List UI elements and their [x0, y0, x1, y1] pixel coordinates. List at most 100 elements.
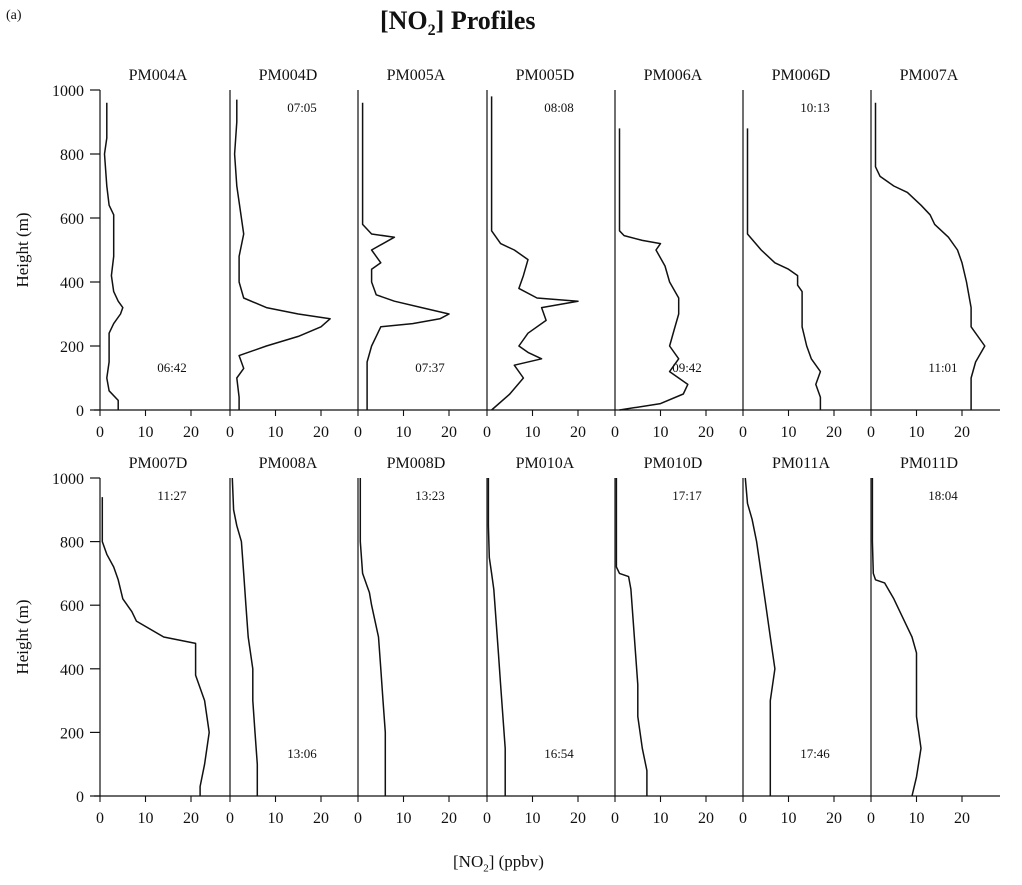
- panel-title: PM010A: [516, 455, 575, 472]
- y-tick-label: 400: [60, 275, 84, 292]
- y-tick-label: 1000: [52, 83, 84, 100]
- x-tick-label: 0: [483, 810, 491, 827]
- x-tick-label: 0: [739, 424, 747, 441]
- y-tick-label: 600: [60, 598, 84, 615]
- panel-time: 08:08: [544, 100, 574, 115]
- panel-title: PM008A: [259, 455, 318, 472]
- chart-title-subscript: 2: [427, 22, 436, 40]
- x-tick-label: 20: [441, 424, 457, 441]
- x-axis-title-prefix: [NO: [453, 852, 484, 871]
- panel-time: 11:01: [928, 360, 957, 375]
- y-tick-label: 1000: [52, 471, 84, 488]
- profile-line: [871, 478, 922, 797]
- panel-title: PM005A: [387, 67, 446, 84]
- x-tick-label: 20: [441, 810, 457, 827]
- x-tick-label: 0: [354, 424, 362, 441]
- x-tick-label: 10: [525, 424, 541, 441]
- profile-line: [359, 478, 387, 796]
- profile-line: [487, 478, 506, 796]
- profile-line: [233, 99, 331, 410]
- panel-time: 17:46: [800, 746, 830, 761]
- panel-time: 18:04: [928, 488, 958, 503]
- profile-line: [231, 477, 259, 796]
- x-axis-title: [NO2] (ppbv): [453, 852, 544, 874]
- x-axis-title-suffix: ] (ppbv): [488, 852, 544, 871]
- panel-title: PM004D: [259, 67, 318, 84]
- panel-time: 07:37: [415, 360, 445, 375]
- x-tick-label: 20: [698, 810, 714, 827]
- x-tick-label: 10: [653, 424, 669, 441]
- x-tick-label: 0: [611, 424, 619, 441]
- x-tick-label: 20: [570, 424, 586, 441]
- x-tick-label: 0: [354, 810, 362, 827]
- panel-title: PM005D: [516, 67, 575, 84]
- chart-title: [NO2] Profiles: [380, 6, 536, 40]
- profile-line: [618, 128, 689, 411]
- panel-time: 13:06: [287, 746, 317, 761]
- panel-title: PM006D: [772, 67, 831, 84]
- x-tick-label: 20: [570, 810, 586, 827]
- profile-line: [874, 102, 986, 410]
- chart-title-prefix: [NO: [380, 6, 428, 35]
- panel-time: 09:42: [672, 360, 702, 375]
- profile-line: [615, 478, 648, 796]
- x-tick-label: 0: [867, 810, 875, 827]
- panel-title: PM007A: [900, 67, 959, 84]
- panel-label: (a): [6, 8, 22, 23]
- profile-line: [746, 128, 822, 410]
- x-tick-label: 20: [313, 424, 329, 441]
- profile-line: [744, 477, 776, 796]
- panel-time: 11:27: [157, 488, 187, 503]
- x-tick-label: 10: [138, 810, 154, 827]
- x-tick-label: 0: [226, 424, 234, 441]
- x-tick-label: 0: [611, 810, 619, 827]
- x-tick-label: 20: [698, 424, 714, 441]
- panel-time: 13:23: [415, 488, 445, 503]
- profile-line: [361, 102, 450, 410]
- x-tick-label: 10: [396, 424, 412, 441]
- x-tick-label: 20: [826, 424, 842, 441]
- y-tick-label: 400: [60, 662, 84, 679]
- x-tick-label: 10: [138, 424, 154, 441]
- x-tick-label: 0: [96, 424, 104, 441]
- x-tick-label: 10: [268, 810, 284, 827]
- x-tick-label: 0: [867, 424, 875, 441]
- profile-line: [101, 497, 210, 796]
- profile-line: [490, 96, 579, 411]
- x-tick-label: 10: [781, 424, 797, 441]
- panel-title: PM007D: [129, 455, 188, 472]
- x-tick-label: 10: [909, 810, 925, 827]
- x-tick-label: 0: [226, 810, 234, 827]
- panel-title: PM011A: [772, 455, 831, 472]
- panel-title: PM006A: [644, 67, 703, 84]
- x-axis-title-subscript: 2: [483, 862, 489, 875]
- y-tick-label: 800: [60, 147, 84, 164]
- panel-time: 07:05: [287, 100, 317, 115]
- x-tick-label: 20: [954, 810, 970, 827]
- profile-line: [103, 102, 124, 410]
- chart-title-suffix: ] Profiles: [435, 6, 536, 35]
- x-tick-label: 0: [739, 810, 747, 827]
- x-tick-label: 20: [313, 810, 329, 827]
- x-tick-label: 20: [183, 424, 199, 441]
- panel-time: 16:54: [544, 746, 574, 761]
- panel-title: PM010D: [644, 455, 703, 472]
- x-tick-label: 20: [826, 810, 842, 827]
- x-tick-label: 20: [183, 810, 199, 827]
- panel-title: PM011D: [900, 455, 958, 472]
- panel-time: 17:17: [672, 488, 702, 503]
- y-tick-label: 200: [60, 725, 84, 742]
- x-tick-label: 10: [653, 810, 669, 827]
- y-tick-label: 0: [76, 789, 84, 806]
- x-tick-label: 10: [909, 424, 925, 441]
- y-axis-label: Height (m): [13, 599, 32, 674]
- y-tick-label: 800: [60, 535, 84, 552]
- y-tick-label: 600: [60, 211, 84, 228]
- x-tick-label: 20: [954, 424, 970, 441]
- x-tick-label: 10: [525, 810, 541, 827]
- panel-title: PM004A: [129, 67, 188, 84]
- y-tick-label: 200: [60, 339, 84, 356]
- panel-title: PM008D: [387, 455, 446, 472]
- x-tick-label: 10: [781, 810, 797, 827]
